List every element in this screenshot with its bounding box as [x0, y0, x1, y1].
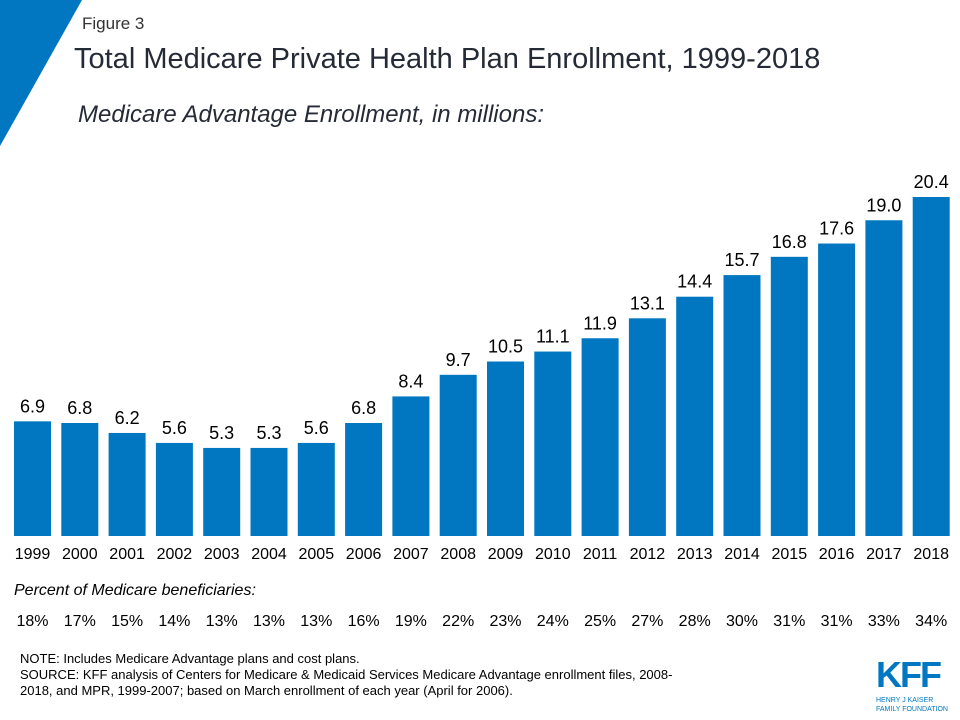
x-tick-label: 2011 [583, 546, 618, 563]
percent-value: 13% [253, 613, 285, 630]
percent-value: 16% [348, 613, 380, 630]
percent-value: 14% [158, 613, 190, 630]
bar [108, 432, 146, 536]
percent-value: 27% [631, 613, 663, 630]
data-label: 16.8 [772, 232, 807, 252]
percent-value: 23% [489, 613, 521, 630]
bar [487, 361, 524, 536]
data-label: 9.7 [446, 350, 471, 370]
bar [203, 447, 241, 536]
bar [628, 318, 666, 536]
data-label: 17.6 [819, 219, 854, 239]
bar [61, 423, 99, 536]
data-label: 5.6 [304, 418, 329, 438]
x-tick-label: 2014 [724, 546, 760, 563]
page-title: Total Medicare Private Health Plan Enrol… [74, 43, 821, 75]
kff-logo: KFF HENRY J KAISER FAMILY FOUNDATION [868, 654, 960, 714]
bar [439, 374, 477, 536]
data-label: 6.2 [115, 408, 140, 428]
bar [865, 220, 903, 536]
percent-value: 13% [206, 613, 238, 630]
bar [581, 338, 619, 536]
x-tick-label: 2013 [677, 546, 713, 563]
percent-value: 13% [300, 613, 332, 630]
percent-value: 24% [537, 613, 569, 630]
note-text: NOTE: Includes Medicare Advantage plans … [20, 651, 360, 666]
data-label: 14.4 [677, 272, 712, 292]
percent-value: 30% [726, 613, 758, 630]
chart-subtitle: Medicare Advantage Enrollment, in millio… [78, 101, 544, 128]
bar [770, 256, 808, 536]
x-tick-label: 2009 [488, 546, 524, 563]
data-label: 13.1 [630, 293, 665, 313]
data-label: 5.3 [209, 423, 234, 443]
source-text-1: SOURCE: KFF analysis of Centers for Medi… [20, 667, 673, 682]
data-label: 5.6 [162, 418, 187, 438]
figure-label: Figure 3 [82, 14, 145, 33]
percent-value: 33% [868, 613, 900, 630]
logo-line1: HENRY J KAISER [876, 697, 934, 704]
x-tick-label: 2007 [393, 546, 429, 563]
x-tick-label: 2005 [299, 546, 335, 563]
bar [818, 243, 856, 536]
bar [250, 447, 288, 536]
data-label: 6.9 [20, 396, 45, 416]
x-tick-label: 2016 [819, 546, 855, 563]
percent-value: 31% [821, 613, 853, 630]
percent-value: 19% [395, 613, 427, 630]
source-text-2: 2018, and MPR, 1999-2007; based on March… [20, 683, 513, 698]
x-tick-label: 2004 [251, 546, 287, 563]
x-tick-label: 2001 [109, 546, 145, 563]
x-tick-label: 2002 [157, 546, 193, 563]
data-label: 20.4 [914, 172, 949, 192]
x-tick-label: 2018 [913, 546, 949, 563]
logo-text: KFF [876, 654, 942, 695]
percent-value: 15% [111, 613, 143, 630]
percent-value: 18% [16, 613, 48, 630]
data-label: 6.8 [67, 398, 92, 418]
x-tick-label: 2003 [204, 546, 240, 563]
percent-value: 22% [442, 613, 474, 630]
bar [297, 442, 335, 536]
bar [723, 275, 761, 536]
data-label: 15.7 [724, 250, 759, 270]
bar [14, 421, 51, 536]
notes: NOTE: Includes Medicare Advantage plans … [20, 651, 840, 699]
x-tick-label: 2000 [62, 546, 98, 563]
bar [912, 197, 950, 536]
data-label: 11.9 [583, 313, 617, 333]
data-label: 11.1 [536, 327, 570, 347]
percent-value: 28% [679, 613, 711, 630]
percent-value: 25% [584, 613, 616, 630]
bar-chart: 6.9 1999 18% 6.8 2000 17% 6.2 2001 15% 5.6 2002 14%… [14, 172, 950, 630]
bar [155, 442, 193, 536]
corner-accent [0, 0, 82, 146]
percent-value: 34% [915, 613, 947, 630]
data-label: 10.5 [488, 337, 523, 357]
x-tick-label: 1999 [15, 546, 51, 563]
percent-value: 17% [64, 613, 96, 630]
x-tick-label: 2015 [772, 546, 808, 563]
x-tick-label: 2012 [630, 546, 666, 563]
bar [392, 396, 430, 536]
bar [676, 296, 714, 536]
data-label: 5.3 [256, 423, 281, 443]
data-label: 6.8 [351, 398, 376, 418]
percent-label: Percent of Medicare beneficiaries: [14, 582, 256, 599]
data-label: 8.4 [398, 371, 423, 391]
x-tick-label: 2010 [535, 546, 571, 563]
percent-value: 31% [773, 613, 805, 630]
x-tick-label: 2008 [440, 546, 476, 563]
bar [534, 351, 572, 536]
x-tick-label: 2006 [346, 546, 382, 563]
logo-line2: FAMILY FOUNDATION [876, 706, 948, 713]
data-label: 19.0 [866, 195, 901, 215]
bar [345, 423, 383, 536]
x-tick-label: 2017 [866, 546, 902, 563]
